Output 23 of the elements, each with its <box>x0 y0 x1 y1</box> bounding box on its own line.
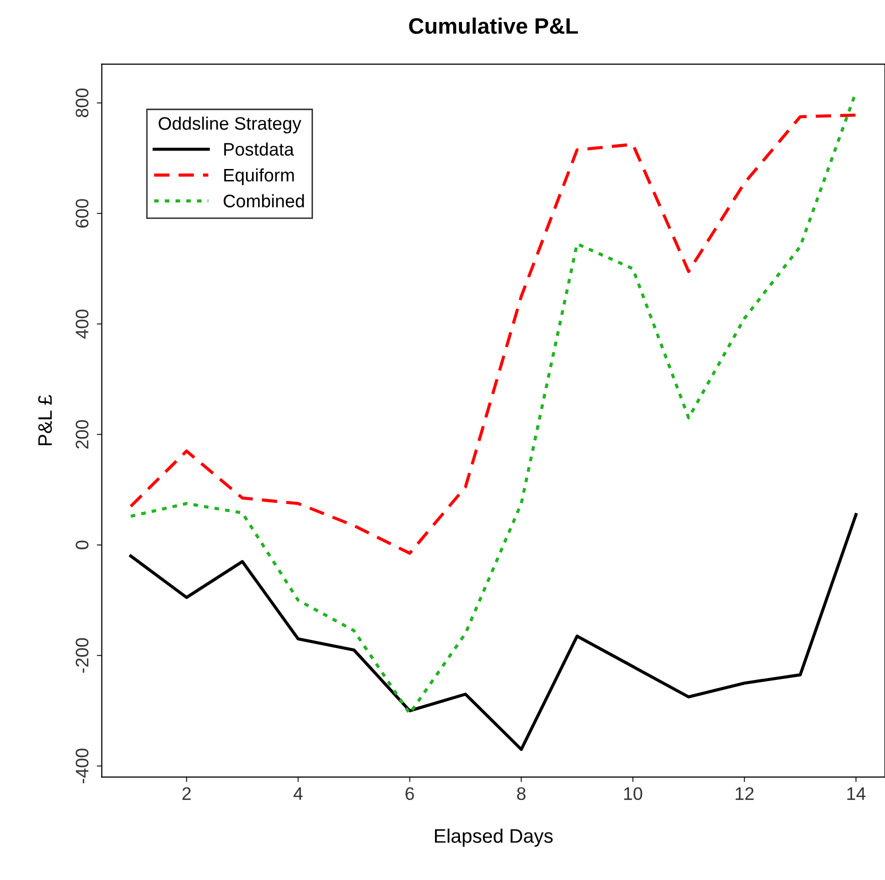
legend-label: Combined <box>224 194 304 208</box>
x-tick-label: 12 <box>736 787 754 800</box>
x-tick-label: 8 <box>517 787 526 800</box>
legend-label: Postdata <box>224 142 294 156</box>
y-tick-label: -200 <box>76 638 88 673</box>
y-axis-title: P&L £ <box>38 394 52 446</box>
legend-title: Oddsline Strategy <box>158 116 302 134</box>
x-axis-title: Elapsed Days <box>435 828 553 847</box>
y-tick-label: 800 <box>76 88 88 118</box>
y-tick-label: 0 <box>76 540 88 550</box>
chart-title: Cumulative P&L <box>409 18 578 34</box>
y-tick-label: 400 <box>76 310 88 339</box>
x-tick-label: 4 <box>294 787 303 800</box>
x-tick-label: 14 <box>847 787 866 800</box>
y-tick-label: 200 <box>76 420 88 449</box>
line-series <box>129 114 858 555</box>
x-tick-label: 6 <box>406 787 414 800</box>
y-tick-label: 600 <box>76 199 88 228</box>
legend-label: Equiform <box>224 168 294 186</box>
line-series <box>129 513 858 751</box>
x-tick-label: 10 <box>624 787 642 800</box>
y-tick-label: -400 <box>76 748 88 784</box>
x-tick-label: 2 <box>182 787 191 800</box>
